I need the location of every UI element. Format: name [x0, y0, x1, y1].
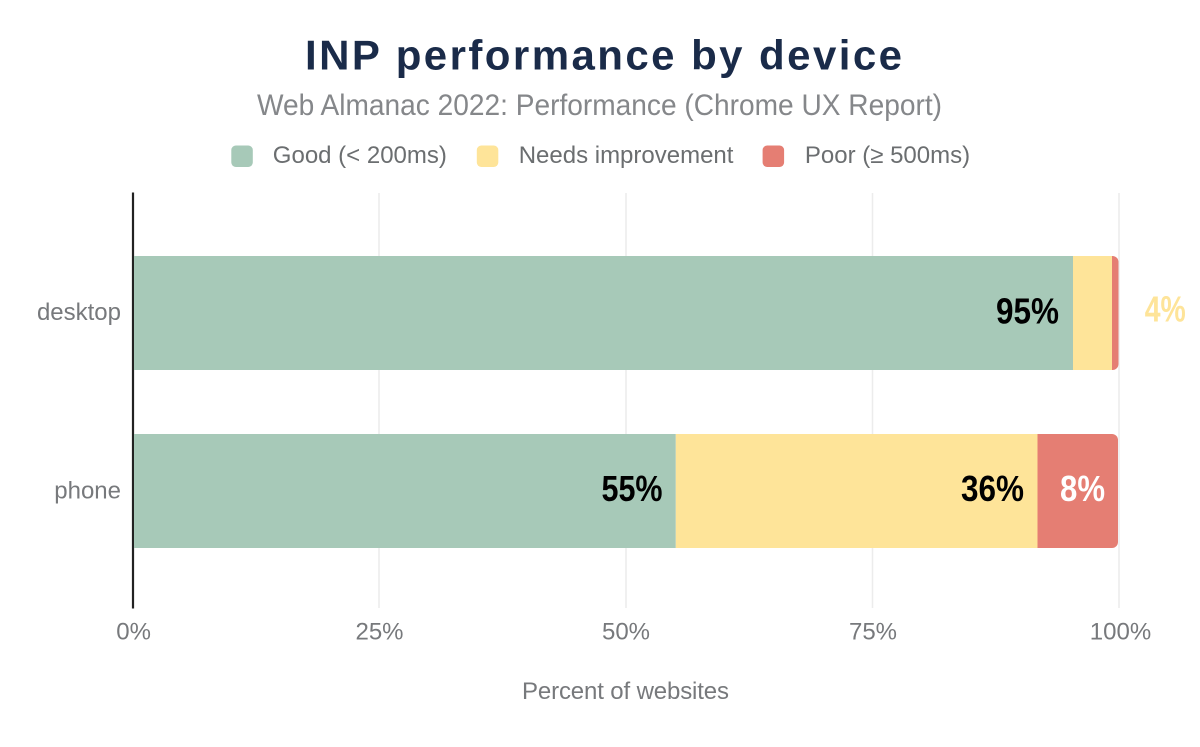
svg-text:75%: 75% — [849, 619, 897, 646]
svg-text:desktop: desktop — [37, 299, 121, 326]
svg-text:8%: 8% — [1060, 468, 1105, 509]
svg-text:4%: 4% — [1145, 289, 1186, 330]
svg-text:50%: 50% — [602, 619, 650, 646]
svg-text:36%: 36% — [961, 468, 1024, 509]
svg-text:INP performance by device: INP performance by device — [305, 32, 902, 79]
svg-text:100%: 100% — [1090, 619, 1151, 646]
svg-text:Poor (≥ 500ms): Poor (≥ 500ms) — [805, 142, 970, 169]
svg-text:Good (< 200ms): Good (< 200ms) — [273, 142, 447, 169]
svg-text:phone: phone — [54, 478, 121, 505]
svg-text:95%: 95% — [996, 291, 1059, 332]
svg-text:Web Almanac 2022: Performance: Web Almanac 2022: Performance (Chrome UX… — [257, 89, 942, 122]
svg-text:0%: 0% — [116, 619, 151, 646]
svg-text:Needs improvement: Needs improvement — [519, 142, 734, 169]
svg-text:Percent of websites: Percent of websites — [522, 678, 729, 705]
svg-text:25%: 25% — [355, 619, 403, 646]
svg-text:55%: 55% — [602, 468, 663, 509]
